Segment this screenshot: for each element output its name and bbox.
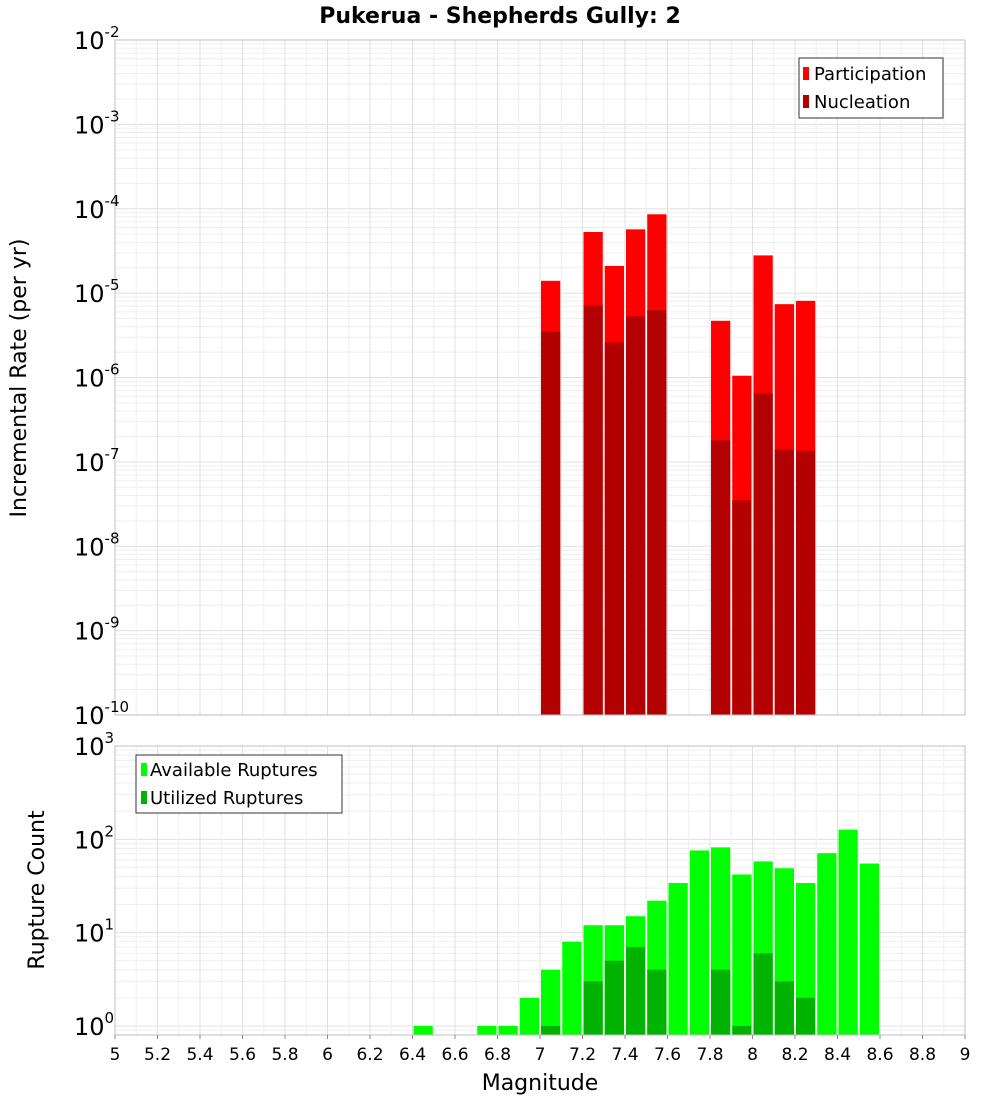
- x-axis-label: Magnitude: [482, 1071, 599, 1096]
- x-tick-label: 7: [535, 1045, 546, 1065]
- x-tick-label: 5.4: [186, 1045, 213, 1065]
- top-y-ticks: 10-10 10-9 10-8 10-7 10-6 10-5 10-4 10-3 10-2: [74, 23, 129, 730]
- bar-nucleation: [626, 316, 646, 715]
- y-tick-label: 101: [74, 916, 114, 948]
- x-tick-label: 5.2: [144, 1045, 171, 1065]
- y-tick-label: 10-6: [74, 361, 120, 393]
- bar-utilized-ruptures: [604, 960, 624, 1035]
- bottom-y-axis-label: Rupture Count: [25, 810, 50, 970]
- bar-available-ruptures: [796, 883, 816, 1035]
- bar-available-ruptures: [541, 969, 561, 1035]
- bar-utilized-ruptures: [732, 1025, 752, 1035]
- bottom-y-ticks: 100 101 102 103: [74, 729, 114, 1041]
- legend-swatch-utilized-ruptures: [141, 791, 147, 804]
- y-tick-label: 100: [74, 1009, 114, 1041]
- bottom-bars: [413, 829, 879, 1035]
- x-tick-label: 8: [747, 1045, 758, 1065]
- x-tick-label: 8.6: [866, 1045, 893, 1065]
- top-plot-border: [114, 39, 966, 716]
- x-tick-label: 7.8: [696, 1045, 723, 1065]
- incremental-rate-panel: 10-10 10-9 10-8 10-7 10-6 10-5 10-4 10-3 10-2 In…: [7, 23, 966, 730]
- bar-nucleation: [711, 440, 731, 715]
- x-tick-label: 7.2: [569, 1045, 596, 1065]
- bar-available-ruptures: [668, 883, 688, 1035]
- y-tick-label: 10-5: [74, 276, 120, 308]
- bar-available-ruptures: [838, 829, 858, 1035]
- bar-available-ruptures: [519, 997, 539, 1035]
- top-bars: [541, 214, 816, 716]
- bar-utilized-ruptures: [711, 969, 731, 1035]
- bar-available-ruptures: [413, 1025, 433, 1035]
- bar-utilized-ruptures: [626, 947, 646, 1035]
- legend-swatch-available-ruptures: [141, 763, 147, 776]
- x-tick-label: 9: [960, 1045, 971, 1065]
- x-tick-label: 7.6: [654, 1045, 681, 1065]
- y-tick-label: 10-4: [74, 192, 120, 224]
- bar-utilized-ruptures: [583, 981, 603, 1035]
- y-tick-label: 10-2: [74, 23, 120, 55]
- x-ticks: 5 5.2 5.4 5.6 5.8 6 6.2 6.4 6.6 6.8 7 7.2 7.4 7.6 7.8 8…: [110, 1035, 971, 1065]
- legend-label-available-ruptures: Available Ruptures: [150, 760, 318, 781]
- x-tick-label: 6.6: [441, 1045, 468, 1065]
- x-tick-label: 6.2: [356, 1045, 383, 1065]
- bar-nucleation: [647, 310, 667, 715]
- top-legend-box: [798, 57, 944, 119]
- bar-available-ruptures: [498, 1025, 518, 1035]
- top-legend: Participation Nucleation: [798, 57, 944, 119]
- bar-nucleation: [732, 500, 752, 715]
- legend-label-participation: Participation: [814, 64, 926, 85]
- x-tick-label: 8.2: [781, 1045, 808, 1065]
- y-tick-label: 102: [74, 822, 114, 854]
- rupture-count-panel: 100 101 102 103 Rupture Count Available Rup…: [25, 729, 966, 1041]
- y-tick-label: 10-7: [74, 445, 120, 477]
- x-tick-label: 6.4: [399, 1045, 426, 1065]
- x-tick-label: 6.8: [484, 1045, 511, 1065]
- bar-nucleation: [753, 393, 773, 715]
- bar-nucleation: [604, 342, 624, 715]
- x-tick-label: 5.6: [229, 1045, 256, 1065]
- legend-label-utilized-ruptures: Utilized Ruptures: [150, 788, 303, 809]
- x-tick-label: 8.4: [824, 1045, 851, 1065]
- legend-swatch-participation: [803, 67, 809, 80]
- y-tick-label: 10-3: [74, 107, 120, 139]
- x-tick-label: 5: [110, 1045, 121, 1065]
- bar-utilized-ruptures: [753, 953, 773, 1035]
- bar-available-ruptures: [477, 1025, 497, 1035]
- bar-utilized-ruptures: [541, 1025, 561, 1035]
- bar-nucleation: [583, 305, 603, 715]
- x-tick-label: 7.4: [611, 1045, 638, 1065]
- bar-available-ruptures: [859, 863, 879, 1035]
- bar-available-ruptures: [817, 853, 837, 1035]
- y-tick-label: 103: [74, 729, 114, 761]
- y-tick-label: 10-9: [74, 614, 120, 646]
- x-tick-label: 6: [322, 1045, 333, 1065]
- bar-utilized-ruptures: [647, 969, 667, 1035]
- legend-swatch-nucleation: [803, 95, 809, 108]
- bar-available-ruptures: [689, 850, 709, 1035]
- top-grid: [114, 40, 966, 716]
- bar-available-ruptures: [732, 874, 752, 1035]
- bar-nucleation: [796, 450, 816, 715]
- bar-utilized-ruptures: [774, 981, 794, 1035]
- x-tick-label: 5.8: [271, 1045, 298, 1065]
- bar-nucleation: [541, 331, 561, 715]
- y-tick-label: 10-8: [74, 529, 120, 561]
- bar-nucleation: [774, 449, 794, 715]
- bottom-legend: Available Ruptures Utilized Ruptures: [135, 754, 343, 814]
- bottom-legend-box: [135, 754, 343, 814]
- x-tick-label: 8.8: [909, 1045, 936, 1065]
- chart-title: Pukerua - Shepherds Gully: 2: [319, 4, 681, 29]
- y-tick-label: 10-10: [74, 698, 129, 730]
- bar-utilized-ruptures: [796, 997, 816, 1035]
- bar-available-ruptures: [562, 941, 582, 1035]
- legend-label-nucleation: Nucleation: [814, 92, 910, 113]
- top-y-axis-label: Incremental Rate (per yr): [7, 239, 32, 518]
